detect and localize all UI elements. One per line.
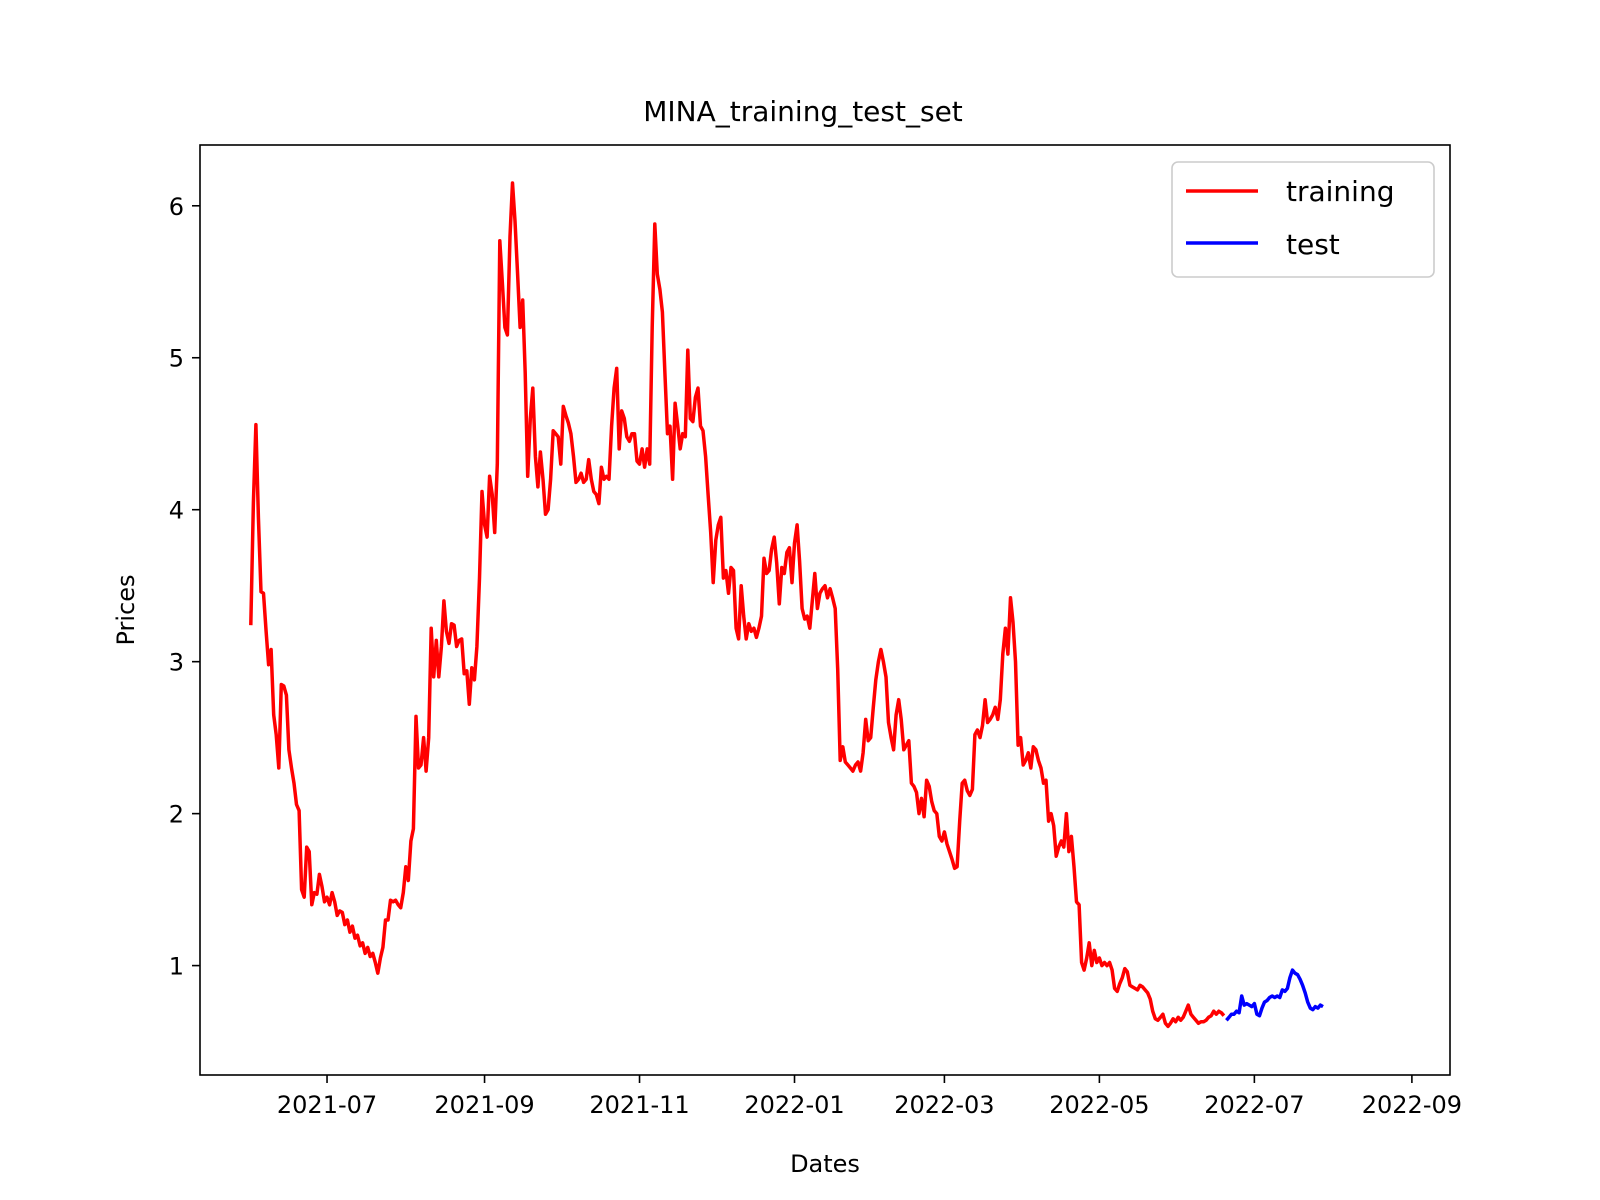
x-axis: 2021-07 2021-09 2021-11 2022-01 2022-03 2022-… [277, 1075, 1462, 1119]
x-tick-label: 2022-03 [894, 1091, 994, 1119]
legend: training test [1171, 161, 1435, 278]
plot-frame [199, 144, 1451, 1076]
legend-label-test: test [1286, 228, 1340, 261]
y-tick-label: 4 [169, 497, 184, 525]
y-tick-label: 6 [169, 193, 184, 221]
x-tick-label: 2021-09 [434, 1091, 534, 1119]
legend-label-training: training [1286, 175, 1394, 208]
y-axis-label: Prices [112, 574, 140, 645]
x-tick-label: 2022-05 [1049, 1091, 1149, 1119]
chart-title: MINA_training_test_set [643, 95, 963, 128]
y-tick-label: 2 [169, 801, 184, 829]
x-tick-label: 2021-11 [589, 1091, 689, 1119]
series-line-training [249, 181, 1226, 1029]
x-axis-label: Dates [790, 1150, 860, 1178]
y-tick-label: 1 [169, 953, 184, 981]
x-tick-label: 2022-07 [1204, 1091, 1304, 1119]
x-tick-label: 2022-01 [744, 1091, 844, 1119]
x-tick-label: 2021-07 [277, 1091, 377, 1119]
y-axis: 1 2 3 4 5 6 [169, 193, 200, 981]
series-layer [249, 181, 1324, 1029]
y-tick-label: 5 [169, 345, 184, 373]
x-tick-label: 2022-09 [1362, 1091, 1462, 1119]
y-tick-label: 3 [169, 649, 184, 677]
series-line-test [1225, 968, 1324, 1022]
